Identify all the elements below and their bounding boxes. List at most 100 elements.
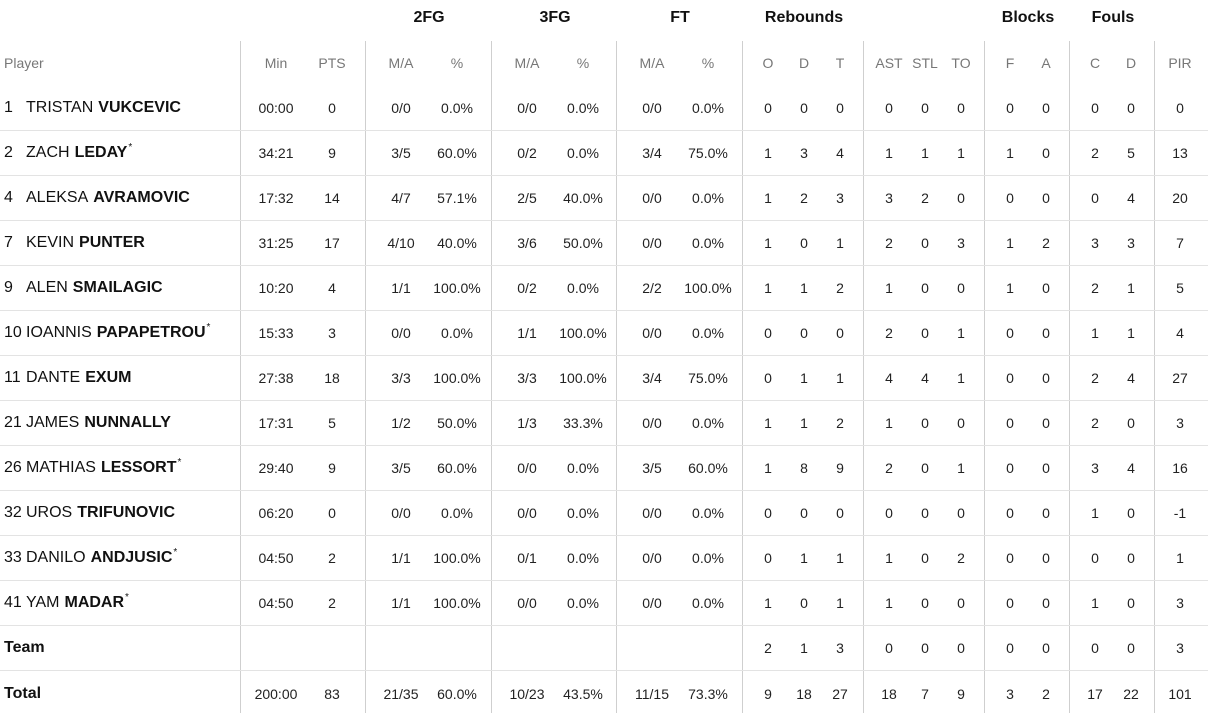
- cell-rt: 27: [832, 685, 848, 702]
- player-name[interactable]: 21 JAMES NUNNALLY: [4, 401, 240, 445]
- group-heading-blk: Blocks: [1001, 9, 1055, 26]
- cell-to: 1: [957, 325, 965, 341]
- cell-pir: 7: [1176, 235, 1184, 251]
- table-row: 21 JAMES NUNNALLY 17:31 5 1/2 50.0% 1/3 33.3% 0/0…: [0, 401, 1208, 446]
- cell-fg2ma: 21/35: [383, 685, 419, 702]
- column-header-fd[interactable]: D: [1125, 55, 1137, 71]
- column-header-rd[interactable]: D: [798, 55, 810, 71]
- cell-fg2pct: 0.0%: [441, 325, 473, 341]
- cell-stl: 0: [921, 550, 929, 566]
- player-name[interactable]: 4 ALEKSA AVRAMOVIC: [4, 176, 240, 220]
- column-header-pir[interactable]: PIR: [1168, 55, 1192, 71]
- cell-rd: 1: [800, 370, 808, 386]
- cell-fg3pct: 0.0%: [567, 505, 599, 521]
- cell-min: 200:00: [254, 685, 298, 702]
- cell-fg2pct: 0.0%: [441, 100, 473, 116]
- cell-fc: 0: [1091, 550, 1099, 566]
- cell-pts: 9: [328, 145, 336, 161]
- cell-rd: 0: [800, 235, 808, 251]
- cell-rd: 1: [800, 415, 808, 431]
- player-name[interactable]: 41 YAM MADAR *: [4, 581, 240, 625]
- cell-ftma: 0/0: [642, 100, 662, 116]
- cell-rt: 1: [836, 235, 844, 251]
- player-name[interactable]: 33 DANILO ANDJUSIC *: [4, 536, 240, 580]
- player-name[interactable]: 9 ALEN SMAILAGIC: [4, 266, 240, 310]
- cell-fd: 5: [1127, 145, 1135, 161]
- cell-rd: 8: [800, 460, 808, 476]
- column-header-ba[interactable]: A: [1041, 55, 1051, 71]
- cell-fg2pct: 0.0%: [441, 505, 473, 521]
- cell-fg2pct: 60.0%: [437, 145, 477, 161]
- cell-ftma: 0/0: [642, 505, 662, 521]
- cell-pir: 16: [1172, 460, 1188, 476]
- player-last-name: AVRAMOVIC: [93, 189, 190, 206]
- cell-fg2ma: 0/0: [391, 100, 411, 116]
- column-header-fg2ma[interactable]: M/A: [388, 55, 414, 71]
- cell-fg3pct: 33.3%: [563, 415, 603, 431]
- column-header-rt[interactable]: T: [835, 55, 845, 71]
- column-header-min[interactable]: Min: [264, 55, 288, 71]
- cell-ast: 18: [881, 685, 897, 702]
- player-name[interactable]: 11 DANTE EXUM: [4, 356, 240, 400]
- cell-ro: 1: [764, 235, 772, 251]
- cell-min: 34:21: [258, 145, 294, 161]
- column-header-ro[interactable]: O: [762, 55, 774, 71]
- cell-rd: 0: [800, 505, 808, 521]
- column-header-player[interactable]: Player: [4, 55, 44, 71]
- cell-ftpct: 0.0%: [692, 550, 724, 566]
- player-name[interactable]: 2 ZACH LEDAY *: [4, 131, 240, 175]
- starter-marker: *: [206, 322, 211, 333]
- cell-fg3ma: 0/0: [517, 595, 537, 611]
- column-header-stl[interactable]: STL: [912, 55, 938, 71]
- starter-marker: *: [125, 592, 129, 603]
- cell-fc: 0: [1091, 190, 1099, 206]
- column-header-fc[interactable]: C: [1089, 55, 1101, 71]
- cell-fg3ma: 3/3: [517, 370, 537, 386]
- table-row: 2 ZACH LEDAY * 34:21 9 3/5 60.0% 0/2 0.0% 3/4 75.0%…: [0, 131, 1208, 176]
- player-last-name: MADAR: [64, 594, 125, 611]
- cell-fg3ma: 1/3: [517, 415, 537, 431]
- player-name[interactable]: 32 UROS TRIFUNOVIC: [4, 491, 240, 535]
- player-first-name: ALEN: [26, 279, 68, 296]
- cell-rd: 1: [800, 640, 808, 656]
- cell-fg2ma: 1/1: [391, 595, 411, 611]
- cell-bf: 0: [1006, 325, 1014, 341]
- column-separator: [365, 41, 366, 713]
- cell-ftpct: 100.0%: [684, 280, 732, 296]
- player-name[interactable]: 26 MATHIAS LESSORT *: [4, 446, 240, 490]
- column-header-to[interactable]: TO: [951, 55, 971, 71]
- player-name[interactable]: 10 IOANNIS PAPAPETROU *: [4, 311, 240, 355]
- cell-to: 0: [957, 415, 965, 431]
- column-header-fg2pct[interactable]: %: [450, 55, 464, 71]
- table-row: 7 KEVIN PUNTER 31:25 17 4/10 40.0% 3/6 50.0% 0/0 0…: [0, 221, 1208, 266]
- column-header-ftpct[interactable]: %: [701, 55, 715, 71]
- column-header-ftma[interactable]: M/A: [639, 55, 665, 71]
- player-number: 33: [4, 549, 22, 566]
- player-number: 11: [4, 369, 21, 386]
- cell-pir: 4: [1176, 325, 1184, 341]
- column-header-fg3pct[interactable]: %: [576, 55, 590, 71]
- group-heading-fls: Fouls: [1091, 9, 1135, 26]
- cell-ba: 2: [1042, 685, 1050, 702]
- player-name[interactable]: 7 KEVIN PUNTER: [4, 221, 240, 265]
- player-last-name: NUNNALLY: [84, 414, 171, 431]
- cell-bf: 0: [1006, 100, 1014, 116]
- player-number: 1: [4, 99, 13, 116]
- column-header-pts[interactable]: PTS: [318, 55, 346, 71]
- player-name[interactable]: 1 TRISTAN VUKCEVIC: [4, 86, 240, 130]
- cell-ba: 0: [1042, 550, 1050, 566]
- cell-pir: 5: [1176, 280, 1184, 296]
- cell-min: 29:40: [258, 460, 294, 476]
- column-header-fg3ma[interactable]: M/A: [514, 55, 540, 71]
- cell-min: 17:31: [258, 415, 294, 431]
- column-separator: [863, 41, 864, 713]
- column-header-bf[interactable]: F: [1005, 55, 1015, 71]
- cell-bf: 1: [1006, 145, 1014, 161]
- cell-pir: 13: [1172, 145, 1188, 161]
- column-header-ast[interactable]: AST: [875, 55, 903, 71]
- cell-fg2pct: [427, 626, 487, 670]
- cell-ast: 3: [885, 190, 893, 206]
- cell-ast: 0: [885, 640, 893, 656]
- table-row: 9 ALEN SMAILAGIC 10:20 4 1/1 100.0% 0/2 0.0% 2/2 1…: [0, 266, 1208, 311]
